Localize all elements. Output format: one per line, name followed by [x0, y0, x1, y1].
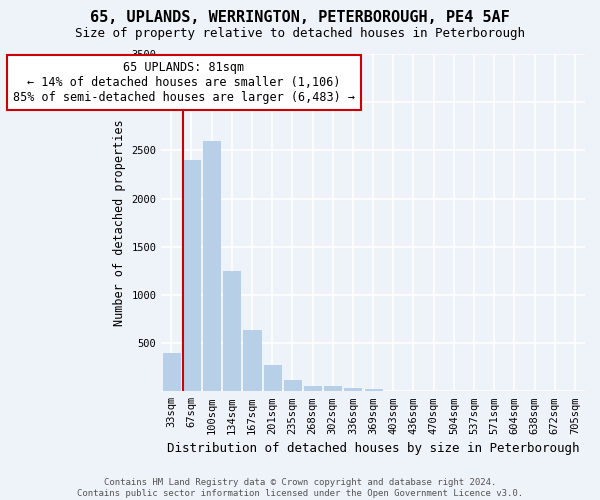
Bar	[203, 140, 220, 392]
Bar	[263, 366, 281, 392]
Bar	[284, 380, 301, 392]
Bar	[183, 160, 200, 392]
Text: 65 UPLANDS: 81sqm
← 14% of detached houses are smaller (1,106)
85% of semi-detac: 65 UPLANDS: 81sqm ← 14% of detached hous…	[13, 60, 355, 104]
Bar	[365, 389, 382, 392]
Bar	[163, 353, 180, 392]
Y-axis label: Number of detached properties: Number of detached properties	[113, 120, 126, 326]
Bar	[263, 366, 281, 392]
Bar	[344, 388, 361, 392]
Bar	[244, 330, 260, 392]
Bar	[324, 386, 341, 392]
Bar	[304, 386, 321, 392]
Bar	[183, 160, 200, 392]
Text: Size of property relative to detached houses in Peterborough: Size of property relative to detached ho…	[75, 28, 525, 40]
Bar	[244, 330, 260, 392]
Bar	[344, 388, 361, 392]
Bar	[324, 386, 341, 392]
Bar	[284, 380, 301, 392]
Bar	[223, 271, 241, 392]
Bar	[304, 386, 321, 392]
X-axis label: Distribution of detached houses by size in Peterborough: Distribution of detached houses by size …	[167, 442, 580, 455]
Bar	[203, 140, 220, 392]
Bar	[163, 353, 180, 392]
Text: 65, UPLANDS, WERRINGTON, PETERBOROUGH, PE4 5AF: 65, UPLANDS, WERRINGTON, PETERBOROUGH, P…	[90, 10, 510, 25]
Bar	[223, 271, 241, 392]
Text: Contains HM Land Registry data © Crown copyright and database right 2024.
Contai: Contains HM Land Registry data © Crown c…	[77, 478, 523, 498]
Bar	[365, 389, 382, 392]
